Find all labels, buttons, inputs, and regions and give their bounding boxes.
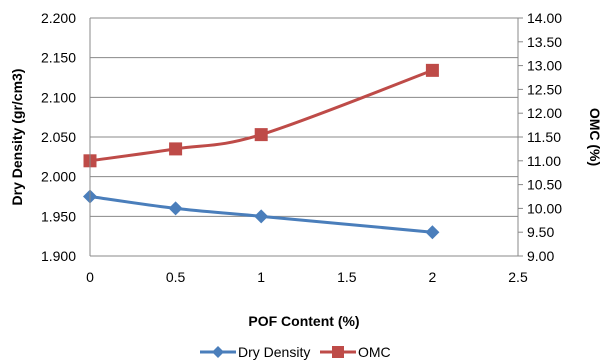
x-tick-label: 2.5 (508, 269, 528, 285)
y-tick-label: 1.900 (41, 248, 76, 264)
y2-tick-label: 13.50 (527, 34, 562, 50)
y2-tick-label: 10.50 (527, 177, 562, 193)
y2-axis-title: OMC (%) (587, 108, 600, 166)
x-tick-label: 2 (429, 269, 437, 285)
dry-density-legend-marker (212, 346, 224, 358)
y2-tick-label: 14.00 (527, 10, 562, 26)
y-tick-label: 1.950 (41, 208, 76, 224)
dry-density-line (89, 195, 433, 234)
dry-density-point (254, 209, 269, 224)
y-axis-title: Dry Density (gr/cm3) (9, 69, 25, 206)
omc-legend-label: OMC (358, 344, 391, 360)
y-tick-label: 2.200 (41, 10, 76, 26)
gridlines (90, 17, 518, 257)
omc-point (169, 142, 183, 156)
x-tick-label: 1 (257, 269, 265, 285)
y-tick-label: 2.050 (41, 129, 76, 145)
omc-line (89, 68, 433, 163)
y2-tick-label: 9.50 (527, 224, 554, 240)
y-tick-label: 2.000 (41, 169, 76, 185)
dry-density-point (425, 225, 440, 240)
dry-density-legend-label: Dry Density (238, 344, 310, 360)
y2-tick-label: 11.00 (527, 153, 561, 169)
x-tick-label: 0.5 (166, 269, 186, 285)
x-tick-label: 1.5 (337, 269, 357, 285)
y-tick-label: 2.150 (41, 50, 76, 66)
dry-density-point (168, 201, 183, 216)
tick-labels: 1.900 1.950 2.000 2.050 2.100 2.150 2.200 9.00 9… (41, 10, 562, 285)
y2-tick-label: 9.00 (527, 248, 554, 264)
y2-tick-label: 11.50 (527, 129, 561, 145)
omc-point (425, 63, 439, 77)
x-tick-label: 0 (86, 269, 94, 285)
x-axis-title: POF Content (%) (248, 313, 359, 329)
y2-tick-label: 12.50 (527, 81, 562, 97)
omc-legend-marker (332, 346, 344, 358)
y2-tick-label: 12.00 (527, 105, 562, 121)
y2-tick-label: 10.00 (527, 200, 562, 216)
omc-point (254, 128, 268, 142)
y2-tick-label: 13.00 (527, 58, 562, 74)
y-tick-label: 2.100 (41, 89, 76, 105)
series-layer (83, 63, 440, 240)
legend: Dry Density OMC (200, 344, 391, 360)
